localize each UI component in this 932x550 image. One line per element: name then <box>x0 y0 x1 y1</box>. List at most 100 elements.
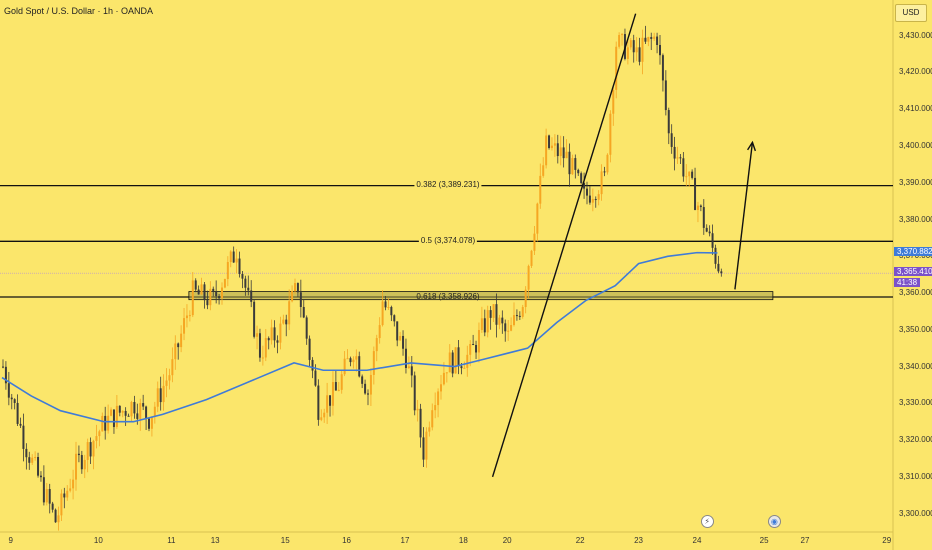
candle-body <box>314 370 317 386</box>
candle-body <box>232 251 235 263</box>
currency-button[interactable]: USD <box>895 4 927 22</box>
candle-body <box>235 258 238 263</box>
candle-body <box>542 165 545 176</box>
candle-body <box>390 306 393 316</box>
candle-body <box>469 343 472 355</box>
candle-body <box>238 258 241 274</box>
candle-body <box>661 55 664 81</box>
candle-body <box>273 327 276 341</box>
candle-body <box>410 366 413 376</box>
candle-body <box>515 315 518 317</box>
time-tick-label: 10 <box>93 536 103 545</box>
candle-body <box>699 205 702 208</box>
candle-body <box>653 36 656 39</box>
candle-body <box>448 352 451 373</box>
last-price-tag: 3,365.410 <box>894 267 932 277</box>
time-tick-label: 25 <box>759 536 769 545</box>
candle-body <box>384 301 387 308</box>
candle-body <box>31 457 34 463</box>
candle-body <box>548 135 551 149</box>
candle-body <box>618 35 621 47</box>
candle-body <box>127 415 130 417</box>
candle-body <box>705 227 708 232</box>
candle-body <box>244 278 247 288</box>
price-tick-label: 3,320.000 <box>899 435 932 445</box>
candle-body <box>404 348 407 368</box>
candle-body <box>553 143 556 146</box>
candle-body <box>276 340 279 343</box>
candle-body <box>346 358 349 360</box>
candle-body <box>229 251 232 263</box>
candle-body <box>682 158 685 177</box>
candle-body <box>626 47 629 59</box>
moving-average-line <box>1 251 718 423</box>
candle-body <box>331 382 334 406</box>
candle-body <box>402 335 405 349</box>
candle-body <box>51 503 54 510</box>
trendline[interactable] <box>491 13 637 478</box>
candle-body <box>507 330 510 332</box>
candle-body <box>670 133 673 147</box>
candle-body <box>580 173 583 184</box>
candle-body <box>422 437 425 460</box>
candle-body <box>454 347 457 374</box>
candle-body <box>369 374 372 395</box>
candle-body <box>676 157 679 159</box>
candle-body <box>296 283 299 293</box>
candle-body <box>375 338 378 352</box>
candle-body <box>513 315 515 326</box>
candle-body <box>60 493 63 516</box>
candle-body <box>95 436 98 441</box>
time-tick-label: 13 <box>210 536 220 545</box>
candle-body <box>720 271 723 274</box>
time-tick-label: 17 <box>400 536 410 545</box>
candle-body <box>124 410 127 416</box>
candle-body <box>361 376 364 384</box>
lightning-icon[interactable]: ⚡ <box>700 515 714 528</box>
time-tick-label: 29 <box>882 536 892 545</box>
projection-arrow[interactable] <box>734 142 754 290</box>
candle-body <box>495 304 498 325</box>
price-tick-label: 3,300.000 <box>899 508 932 518</box>
candle-body <box>7 383 10 398</box>
candle-body <box>253 301 256 337</box>
candle-body <box>533 233 536 251</box>
candle-body <box>261 357 264 359</box>
candle-body <box>194 280 197 290</box>
candle-body <box>162 385 165 403</box>
candle-body <box>562 147 565 159</box>
candle-body <box>72 479 75 489</box>
candle-body <box>656 36 659 45</box>
candle-body <box>577 169 580 174</box>
candle-body <box>559 147 562 157</box>
candle-body <box>279 323 282 343</box>
candle-body <box>419 408 422 438</box>
candle-body <box>42 477 45 503</box>
candle-body <box>393 315 396 322</box>
candle-body <box>472 343 475 345</box>
candle-body <box>215 291 218 297</box>
candle-body <box>545 135 548 166</box>
candle-body <box>434 405 437 411</box>
support-zone[interactable] <box>188 291 774 301</box>
candle-body <box>352 359 355 363</box>
candle-body <box>54 509 57 523</box>
candle-body <box>521 307 524 317</box>
candle-body <box>550 145 553 149</box>
dollar-flag-icon[interactable]: ◉ <box>767 515 781 528</box>
ma-value-tag: 3,370.882 <box>894 247 932 257</box>
candle-body <box>212 288 215 292</box>
candle-body <box>299 292 302 307</box>
candle-body <box>442 372 445 385</box>
fib-level-label: 0.618 (3,358.926) <box>416 291 480 301</box>
candle-body <box>329 395 332 406</box>
candle-body <box>431 410 434 428</box>
candle-body <box>641 37 644 62</box>
candle-body <box>477 329 480 353</box>
candle-body <box>524 289 527 308</box>
candle-body <box>98 431 101 437</box>
candle-body <box>13 399 16 403</box>
candle-body <box>685 176 688 178</box>
candle-body <box>358 356 361 377</box>
